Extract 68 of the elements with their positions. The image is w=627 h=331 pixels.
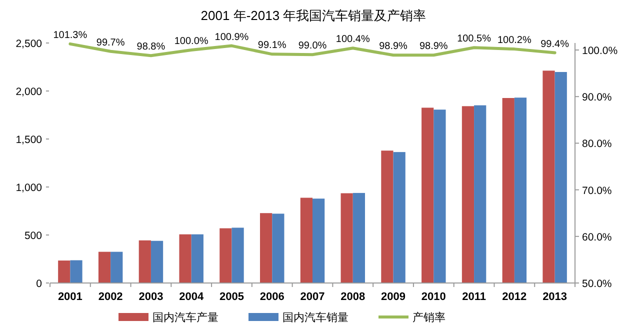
legend-label: 国内汽车产量 bbox=[152, 311, 218, 324]
bar bbox=[393, 152, 406, 283]
x-tick-label: 2010 bbox=[421, 291, 446, 303]
bar bbox=[58, 260, 70, 283]
y2-tick-label: 50.0% bbox=[582, 278, 612, 290]
y2-tick-label: 70.0% bbox=[582, 184, 612, 197]
bar bbox=[502, 98, 514, 283]
data-label: 100.4% bbox=[336, 34, 370, 46]
data-label: 98.9% bbox=[379, 41, 408, 52]
x-tick-label: 2002 bbox=[98, 291, 123, 303]
bar bbox=[110, 252, 123, 283]
bar bbox=[150, 240, 164, 283]
data-label: 100.0% bbox=[174, 36, 208, 47]
y-tick-label: 1,000 bbox=[16, 182, 42, 194]
y2-tick-label: 100.0% bbox=[582, 44, 618, 57]
bar bbox=[70, 260, 82, 283]
y-tick-label: 0 bbox=[36, 278, 42, 290]
bar bbox=[179, 234, 192, 283]
data-label: 101.3% bbox=[53, 30, 88, 41]
bar bbox=[352, 192, 365, 283]
bar bbox=[232, 228, 244, 283]
x-tick-label: 2008 bbox=[340, 291, 366, 303]
bar bbox=[542, 70, 555, 283]
bar bbox=[260, 213, 272, 283]
legend-label: 产销率 bbox=[412, 311, 446, 324]
y-tick-label: 1,500 bbox=[16, 134, 42, 146]
y-tick-label: 2,000 bbox=[16, 86, 42, 98]
bar bbox=[554, 72, 567, 283]
x-tick-label: 2003 bbox=[138, 291, 164, 303]
data-label: 100.2% bbox=[497, 35, 532, 46]
x-tick-label: 2012 bbox=[502, 291, 527, 303]
y-tick-label: 2,500 bbox=[16, 38, 42, 50]
y2-tick-label: 90.0% bbox=[582, 92, 612, 104]
data-label: 99.0% bbox=[298, 40, 327, 52]
data-label: 98.9% bbox=[419, 41, 448, 52]
bar bbox=[381, 150, 394, 283]
bar bbox=[191, 234, 204, 283]
bar bbox=[474, 105, 486, 283]
bar bbox=[220, 228, 232, 283]
x-tick-label: 2004 bbox=[179, 291, 204, 303]
x-tick-label: 2001 bbox=[58, 291, 82, 303]
bar bbox=[434, 110, 446, 283]
data-label: 100.5% bbox=[457, 34, 492, 45]
data-label: 99.1% bbox=[258, 40, 286, 52]
bar bbox=[462, 106, 474, 283]
y2-tick-label: 80.0% bbox=[582, 138, 612, 150]
x-tick-label: 2011 bbox=[462, 291, 486, 303]
data-label: 98.8% bbox=[136, 42, 166, 53]
bar bbox=[300, 198, 312, 283]
x-tick-label: 2005 bbox=[219, 291, 244, 303]
x-tick-label: 2013 bbox=[542, 291, 568, 303]
bar bbox=[514, 98, 527, 283]
data-label: 100.9% bbox=[214, 32, 249, 43]
bar bbox=[98, 252, 111, 283]
y-tick-label: 500 bbox=[24, 230, 42, 242]
bar bbox=[312, 198, 325, 283]
x-tick-label: 2007 bbox=[300, 291, 325, 303]
y2-tick-label: 60.0% bbox=[582, 231, 612, 244]
bar bbox=[138, 240, 151, 283]
bar bbox=[272, 214, 284, 283]
x-tick-label: 2006 bbox=[260, 291, 284, 303]
bar bbox=[340, 193, 353, 283]
data-label: 99.7% bbox=[96, 37, 125, 48]
data-label: 99.4% bbox=[540, 38, 570, 50]
legend-label: 国内汽车销量 bbox=[282, 311, 348, 324]
chart-title: 2001 年-2013 年我国汽车销量及产销率 bbox=[200, 8, 426, 23]
x-tick-label: 2009 bbox=[381, 291, 406, 303]
bar bbox=[422, 108, 434, 283]
